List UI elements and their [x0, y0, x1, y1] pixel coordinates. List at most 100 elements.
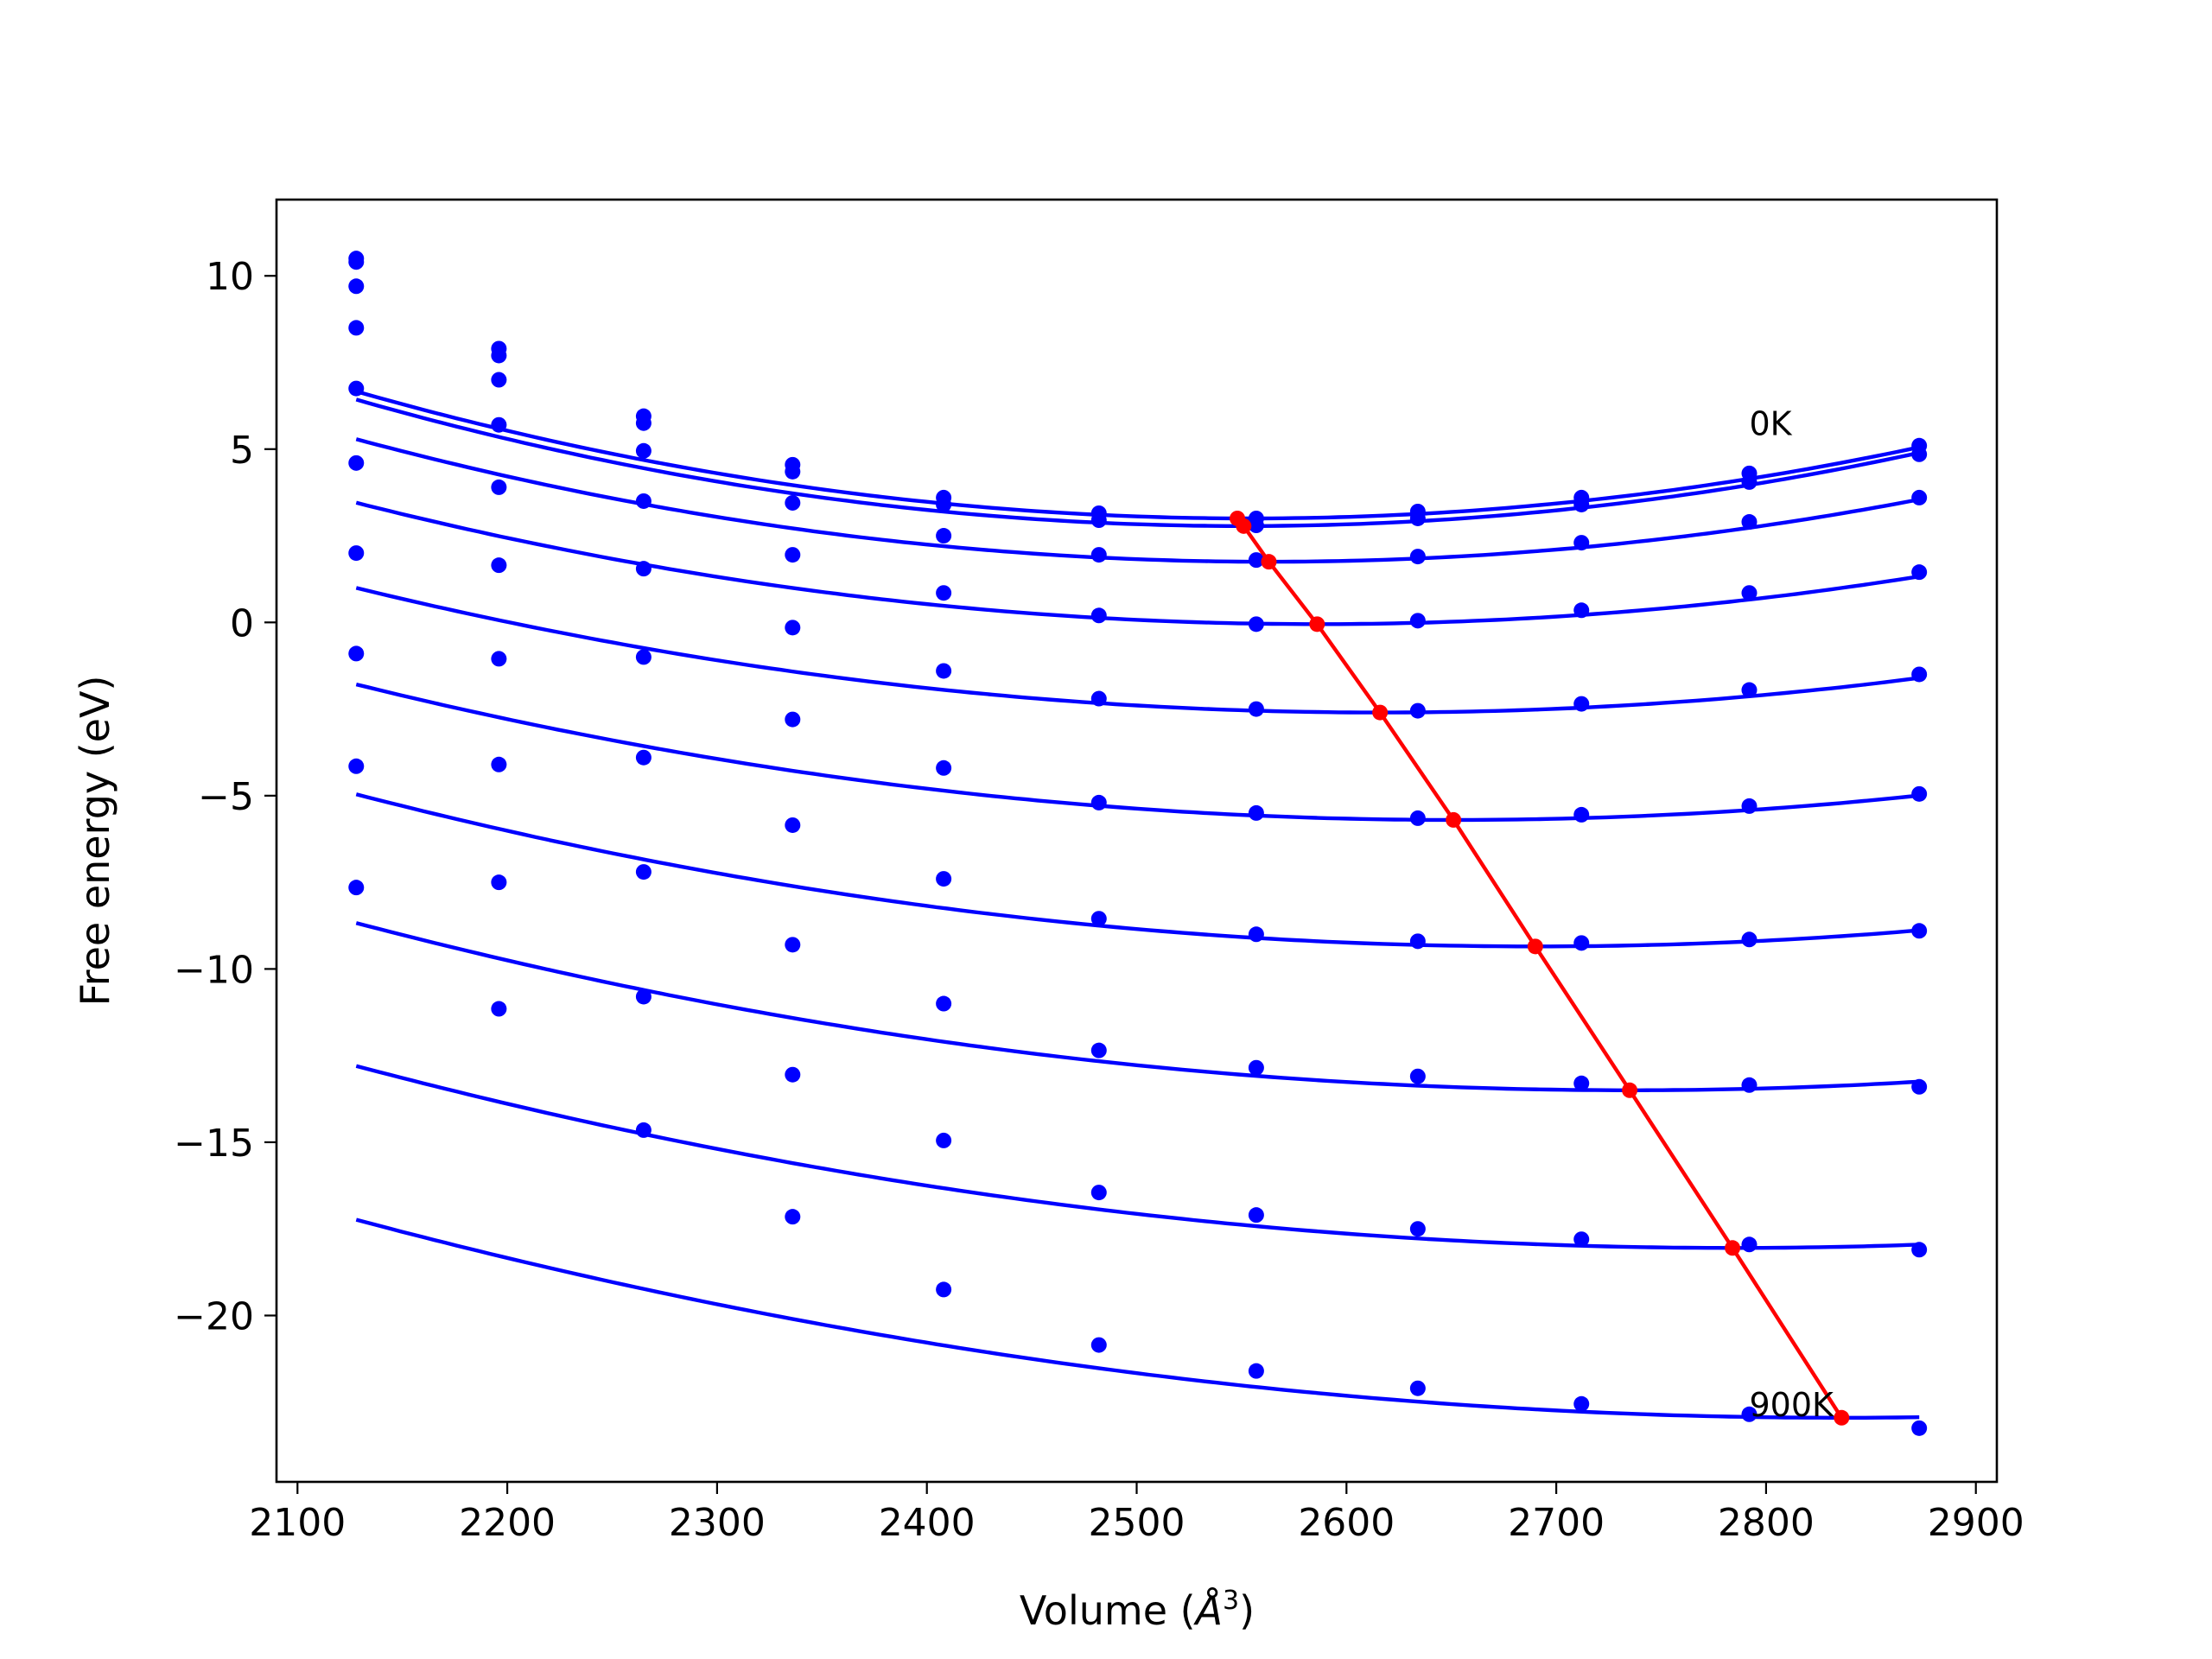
data-point: [785, 711, 801, 728]
data-point: [1741, 1236, 1758, 1253]
data-point: [491, 372, 507, 388]
y-axis: 10 5 0 −5 −10 −15 −20: [174, 255, 276, 1338]
data-point: [1248, 701, 1264, 717]
y-axis-label: Free energy (eV): [72, 676, 118, 1007]
data-point: [1090, 690, 1107, 707]
x-tick-label: 2500: [1089, 1501, 1185, 1545]
data-point: [1741, 1077, 1758, 1093]
y-tick-label: −10: [174, 948, 254, 992]
data-point: [1248, 926, 1264, 943]
data-point: [635, 442, 652, 459]
data-point: [936, 585, 952, 601]
data-point: [1248, 552, 1264, 569]
data-point: [1409, 1068, 1426, 1084]
data-point: [785, 547, 801, 563]
data-point: [1911, 489, 1928, 505]
data-point: [1090, 547, 1107, 563]
data-point: [1573, 696, 1590, 712]
data-point: [1911, 666, 1928, 683]
x-tick-label: 2700: [1508, 1501, 1605, 1545]
x-tick-label: 2100: [249, 1501, 346, 1545]
data-point: [1090, 512, 1107, 528]
series-fit-curve: [355, 437, 1920, 564]
data-point: [491, 479, 507, 495]
data-point: [348, 320, 365, 336]
data-point: [936, 496, 952, 512]
data-point: [1741, 514, 1758, 531]
data-point: [1911, 564, 1928, 581]
data-point: [635, 649, 652, 665]
temperature-annotation: 0K: [1749, 405, 1792, 443]
series-fit-curve: [355, 397, 1920, 528]
annotations: 0K 900K: [1749, 405, 1834, 1424]
data-point: [785, 1209, 801, 1225]
series-fit-curve: [355, 500, 1920, 626]
x-tick-label: 2900: [1928, 1501, 2024, 1545]
series-fit-curve: [355, 1217, 1920, 1420]
y-tick-label: 0: [230, 601, 254, 645]
data-point: [785, 494, 801, 511]
data-point: [936, 995, 952, 1012]
x-tick-label: 2800: [1718, 1501, 1815, 1545]
minimum-point: [1622, 1082, 1638, 1098]
data-point: [1090, 607, 1107, 624]
data-point: [348, 454, 365, 471]
minimum-point: [1372, 704, 1389, 721]
data-point: [1911, 923, 1928, 939]
series-fit-curve: [355, 1064, 1920, 1250]
data-point: [785, 620, 801, 636]
temperature-annotation: 900K: [1749, 1386, 1834, 1424]
data-point: [1573, 535, 1590, 551]
data-point: [348, 645, 365, 662]
data-point: [491, 347, 507, 364]
data-point: [348, 545, 365, 562]
data-point: [1409, 810, 1426, 826]
minimum-point: [1527, 938, 1543, 955]
data-point: [1248, 616, 1264, 632]
y-tick-label: −15: [174, 1122, 254, 1166]
data-point: [1741, 798, 1758, 814]
y-tick-label: −20: [174, 1294, 254, 1338]
data-point: [635, 493, 652, 509]
data-point: [1573, 496, 1590, 512]
y-tick-label: 10: [206, 255, 254, 299]
y-tick-label: −5: [198, 775, 254, 819]
data-point: [635, 1122, 652, 1138]
plot-area: [348, 251, 1928, 1436]
data-point: [785, 463, 801, 480]
data-point: [1741, 585, 1758, 601]
data-point: [1573, 1231, 1590, 1248]
data-point: [936, 1132, 952, 1148]
data-point: [936, 1281, 952, 1298]
series-fit-curve: [355, 682, 1920, 823]
data-point: [785, 937, 801, 953]
series-fit-curve: [355, 921, 1920, 1092]
data-point: [348, 254, 365, 270]
data-point: [1573, 935, 1590, 951]
data-point: [348, 880, 365, 896]
x-tick-label: 2600: [1298, 1501, 1395, 1545]
data-point: [1090, 1042, 1107, 1058]
data-point: [1248, 1207, 1264, 1224]
data-point: [1409, 702, 1426, 719]
data-point: [1248, 1059, 1264, 1076]
data-point: [1409, 510, 1426, 526]
data-point: [1911, 1420, 1928, 1436]
data-point: [936, 760, 952, 776]
data-point: [1911, 446, 1928, 462]
series-fit-curve: [355, 586, 1920, 715]
data-point: [635, 415, 652, 431]
data-point: [635, 864, 652, 880]
data-point: [1409, 549, 1426, 565]
x-axis: 2100 2200 2300 2400 2500 2600 2700 2800 2900: [249, 1482, 2024, 1545]
data-point: [1573, 806, 1590, 823]
data-point: [785, 817, 801, 833]
data-point: [1911, 1242, 1928, 1258]
data-point: [936, 528, 952, 544]
minimum-point: [1236, 518, 1252, 534]
data-point: [1741, 474, 1758, 490]
data-point: [1741, 682, 1758, 698]
data-point: [936, 663, 952, 679]
